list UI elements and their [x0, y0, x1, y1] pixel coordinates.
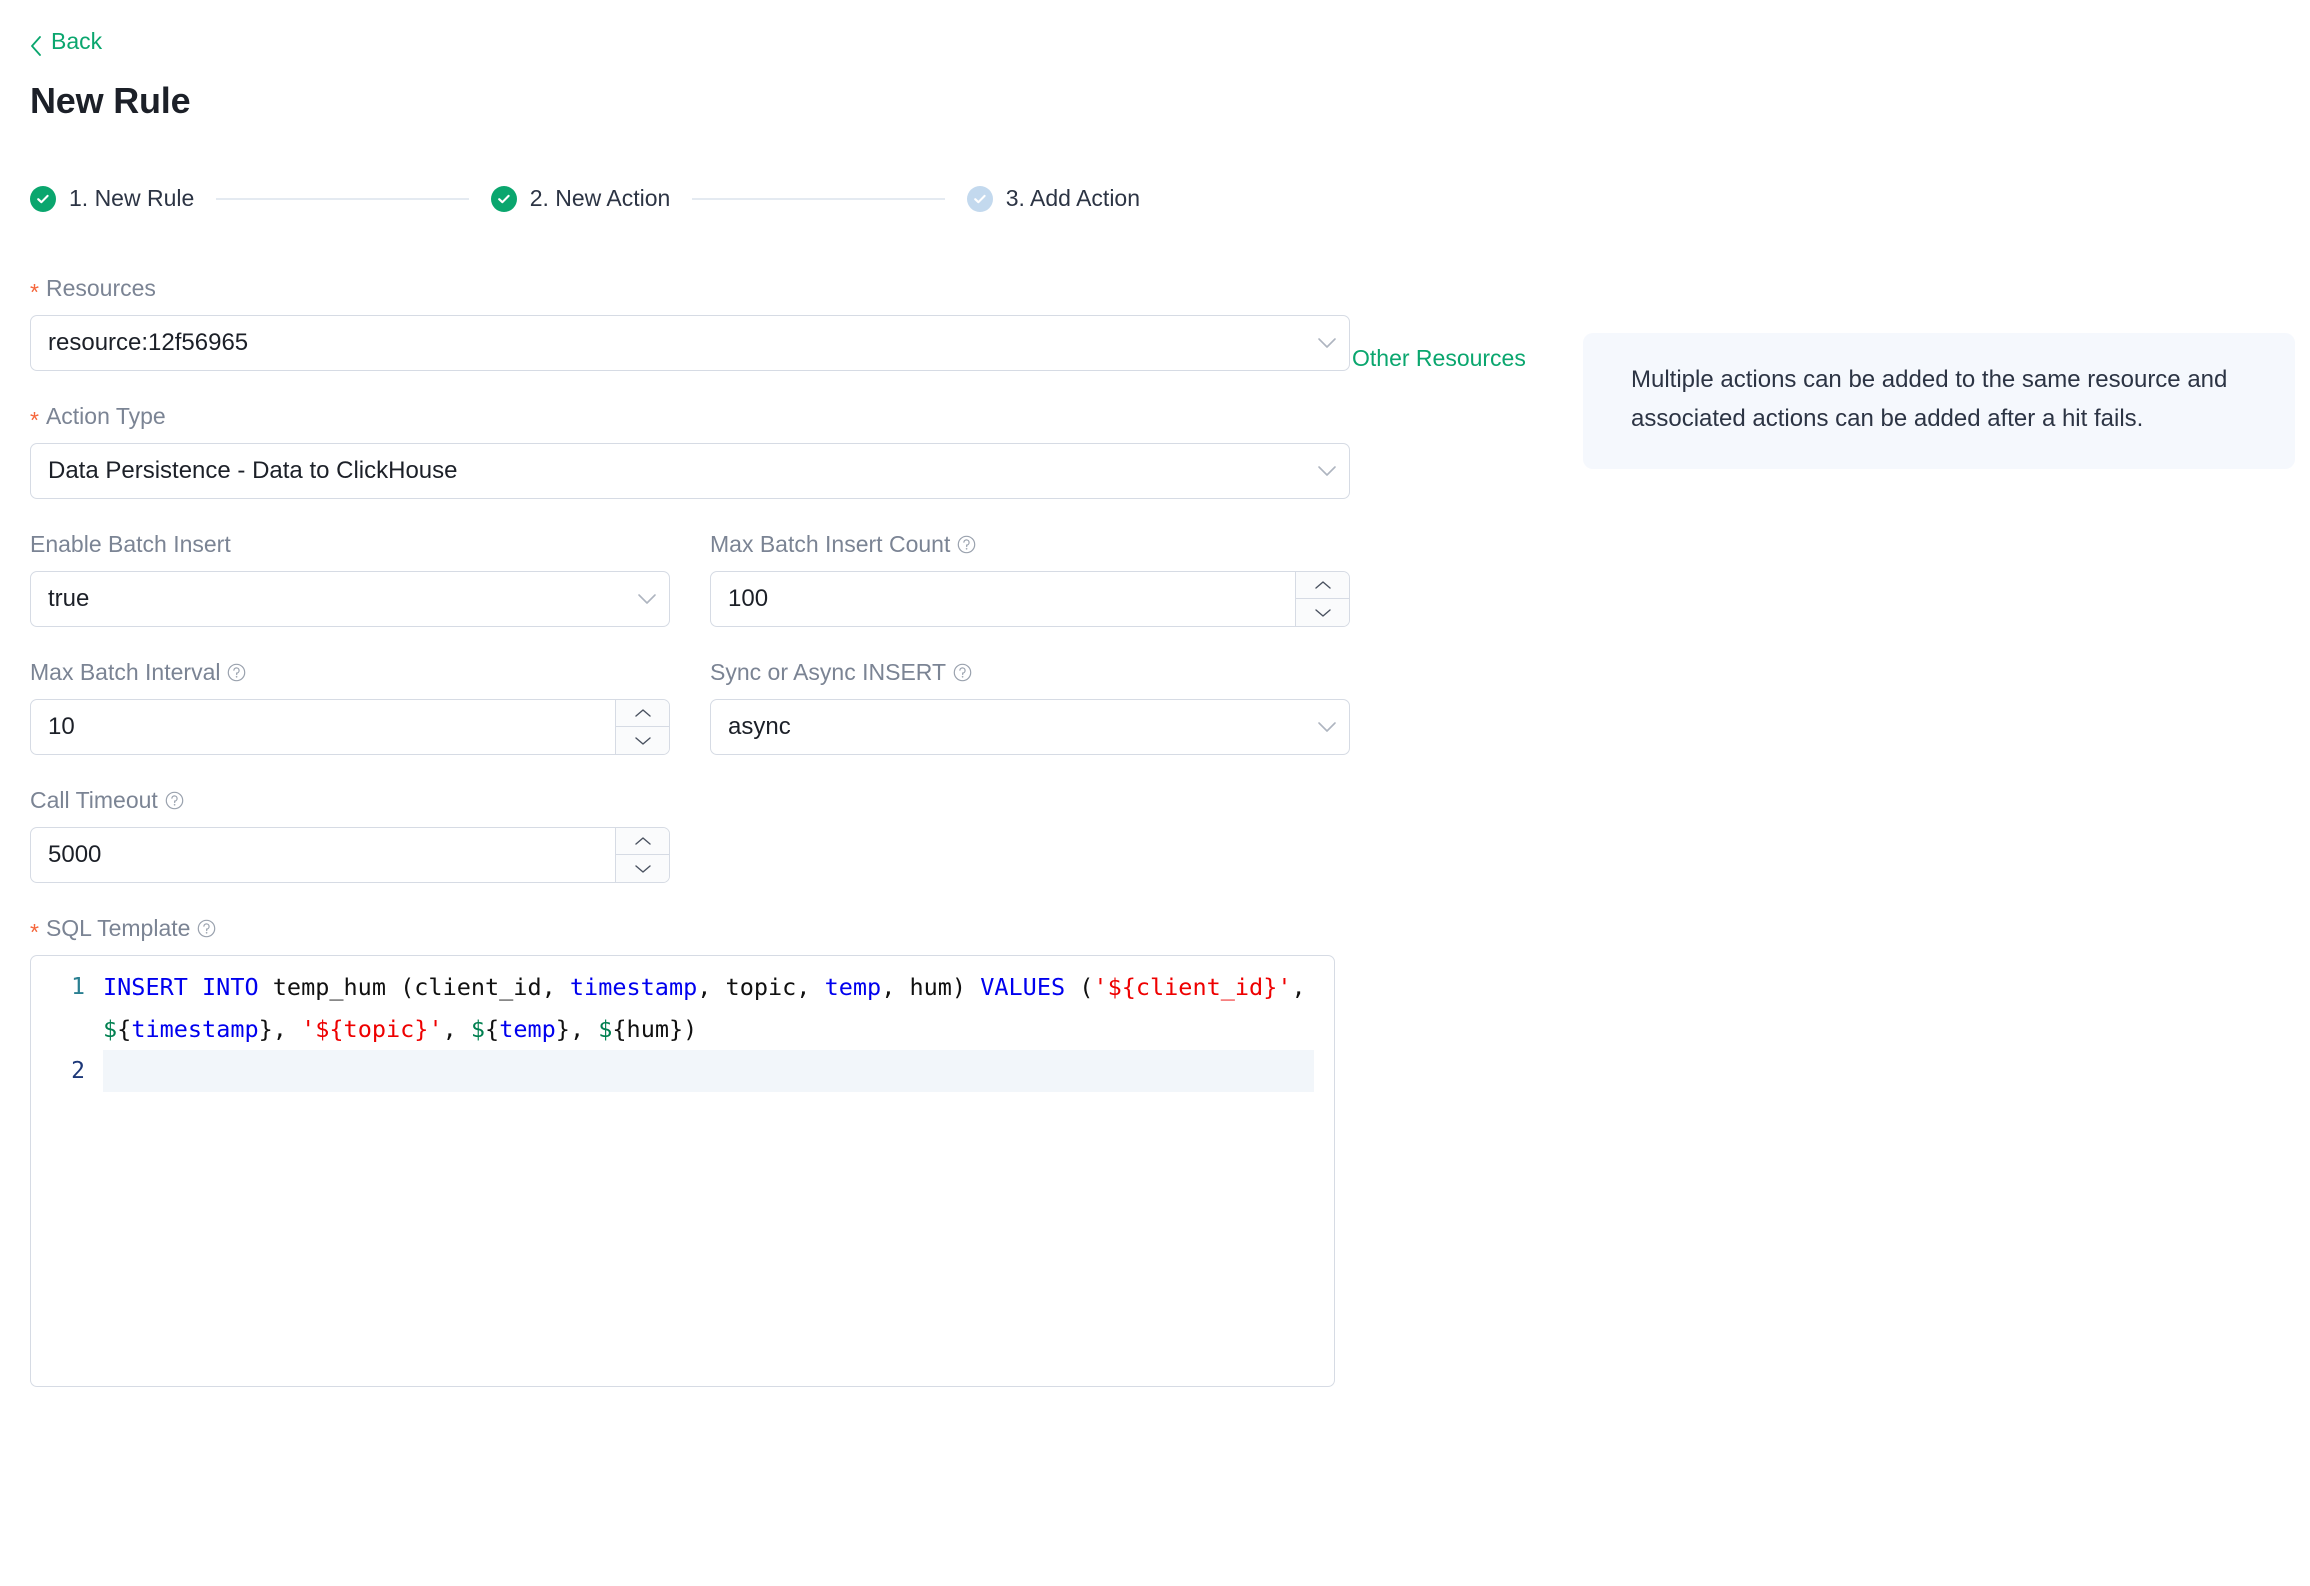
- help-circle-icon[interactable]: [197, 919, 216, 938]
- sql-code-line-2[interactable]: [103, 1050, 1314, 1092]
- line-number-1: 1: [71, 974, 85, 1000]
- field-max-batch-interval: Max Batch Interval 10: [30, 659, 670, 755]
- chevron-down-icon[interactable]: [616, 855, 669, 882]
- sync-or-async-insert-select[interactable]: async: [710, 699, 1350, 755]
- resources-label-row: * Resources: [30, 275, 1350, 305]
- info-panel: Multiple actions can be added to the sam…: [1583, 333, 2295, 469]
- sql-template-label: SQL Template: [45, 915, 191, 941]
- field-sql-template: * SQL Template 1 INSERT INTO temp_hum (c…: [30, 915, 1350, 1387]
- field-action-type: * Action Type Data Persistence - Data to…: [30, 403, 1350, 499]
- sync-or-async-insert-label-row: Sync or Async INSERT: [710, 659, 1350, 686]
- enable-batch-insert-value: true: [48, 585, 90, 612]
- check-circle-icon: [30, 185, 56, 212]
- max-batch-interval-label-row: Max Batch Interval: [30, 659, 670, 686]
- max-batch-interval-value[interactable]: 10: [48, 713, 75, 740]
- batch-row-2: Max Batch Interval 10: [30, 659, 1350, 755]
- field-sync-or-async-insert: Sync or Async INSERT async: [710, 659, 1350, 755]
- line-number-2: 2: [71, 1058, 85, 1084]
- required-asterisk: *: [30, 407, 39, 433]
- check-circle-icon: [490, 185, 517, 212]
- max-batch-insert-count-label-row: Max Batch Insert Count: [710, 531, 1350, 558]
- max-batch-insert-count-stepper[interactable]: 100: [710, 571, 1350, 627]
- max-batch-insert-count-value[interactable]: 100: [728, 585, 769, 612]
- step-progress: 1. New Rule 2. New Action 3. Add Action: [30, 185, 1140, 212]
- help-circle-icon[interactable]: [165, 791, 184, 810]
- action-type-label-row: * Action Type: [30, 403, 1350, 433]
- action-form: * Resources resource:12f56965 * Action T…: [30, 275, 1350, 1419]
- chevron-down-icon[interactable]: [1305, 465, 1349, 477]
- sync-or-async-insert-label: Sync or Async INSERT: [710, 659, 947, 685]
- code-line-2-row: 2: [31, 1050, 1334, 1092]
- step-3-add-action[interactable]: 3. Add Action: [966, 185, 1141, 212]
- step-1-label: 1. New Rule: [69, 185, 195, 211]
- max-batch-interval-label: Max Batch Interval: [30, 659, 221, 685]
- resources-label: Resources: [45, 275, 156, 301]
- field-max-batch-insert-count: Max Batch Insert Count 100: [710, 531, 1350, 627]
- stepper-buttons: [615, 700, 669, 754]
- code-line-1-row: 1 INSERT INTO temp_hum (client_id, times…: [31, 966, 1334, 1050]
- resources-value: resource:12f56965: [48, 329, 249, 356]
- stepper-buttons: [1295, 572, 1349, 626]
- batch-row-1: Enable Batch Insert true Max Batch Inser…: [30, 531, 1350, 627]
- help-circle-icon[interactable]: [227, 663, 246, 682]
- step-divider-2: [692, 197, 945, 200]
- help-circle-icon[interactable]: [953, 663, 972, 682]
- required-asterisk: *: [30, 279, 39, 305]
- editor-top-padding: [31, 956, 1334, 966]
- step-1-new-rule[interactable]: 1. New Rule: [30, 185, 194, 212]
- field-call-timeout: Call Timeout 5000: [30, 787, 1350, 883]
- step-divider-1: [216, 197, 469, 200]
- required-asterisk: *: [30, 919, 39, 945]
- page-title: New Rule: [30, 80, 191, 121]
- check-circle-icon: [966, 185, 993, 212]
- step-2-label: 2. New Action: [529, 185, 671, 211]
- chevron-down-icon[interactable]: [1296, 599, 1349, 626]
- chevron-down-icon[interactable]: [1305, 721, 1349, 733]
- call-timeout-label: Call Timeout: [30, 787, 158, 813]
- max-batch-insert-count-label: Max Batch Insert Count: [710, 531, 951, 557]
- sql-template-label-row: * SQL Template: [30, 915, 1350, 945]
- step-2-new-action[interactable]: 2. New Action: [490, 185, 671, 212]
- other-resources-link[interactable]: Other Resources: [1352, 345, 1526, 371]
- max-batch-interval-stepper[interactable]: 10: [30, 699, 670, 755]
- sql-template-editor[interactable]: 1 INSERT INTO temp_hum (client_id, times…: [30, 955, 1335, 1387]
- info-panel-text: Multiple actions can be added to the sam…: [1631, 366, 2228, 432]
- stepper-buttons: [615, 828, 669, 882]
- chevron-up-icon[interactable]: [616, 700, 669, 727]
- step-3-label: 3. Add Action: [1005, 185, 1141, 211]
- sync-or-async-insert-value: async: [728, 713, 791, 740]
- chevron-left-icon: [30, 35, 42, 56]
- field-enable-batch-insert: Enable Batch Insert true: [30, 531, 670, 627]
- chevron-down-icon[interactable]: [625, 593, 669, 605]
- enable-batch-insert-label-row: Enable Batch Insert: [30, 531, 670, 558]
- code-line-2-body: [103, 1050, 1334, 1092]
- call-timeout-stepper[interactable]: 5000: [30, 827, 670, 883]
- help-circle-icon[interactable]: [957, 535, 976, 554]
- enable-batch-insert-label: Enable Batch Insert: [30, 531, 231, 557]
- back-button[interactable]: Back: [30, 28, 103, 56]
- code-line-1-body: INSERT INTO temp_hum (client_id, timesta…: [103, 966, 1334, 1050]
- chevron-down-icon[interactable]: [1305, 337, 1349, 349]
- field-resources: * Resources resource:12f56965: [30, 275, 1350, 371]
- enable-batch-insert-select[interactable]: true: [30, 571, 670, 627]
- action-type-label: Action Type: [45, 403, 166, 429]
- action-type-select[interactable]: Data Persistence - Data to ClickHouse: [30, 443, 1350, 499]
- call-timeout-value[interactable]: 5000: [48, 841, 102, 868]
- call-timeout-label-row: Call Timeout: [30, 787, 1350, 814]
- chevron-up-icon[interactable]: [1296, 572, 1349, 599]
- resources-select[interactable]: resource:12f56965: [30, 315, 1350, 371]
- chevron-up-icon[interactable]: [616, 828, 669, 855]
- back-label: Back: [51, 28, 103, 54]
- chevron-down-icon[interactable]: [616, 727, 669, 754]
- sql-code-line-1[interactable]: INSERT INTO temp_hum (client_id, timesta…: [103, 973, 1320, 1043]
- action-type-value: Data Persistence - Data to ClickHouse: [48, 457, 458, 484]
